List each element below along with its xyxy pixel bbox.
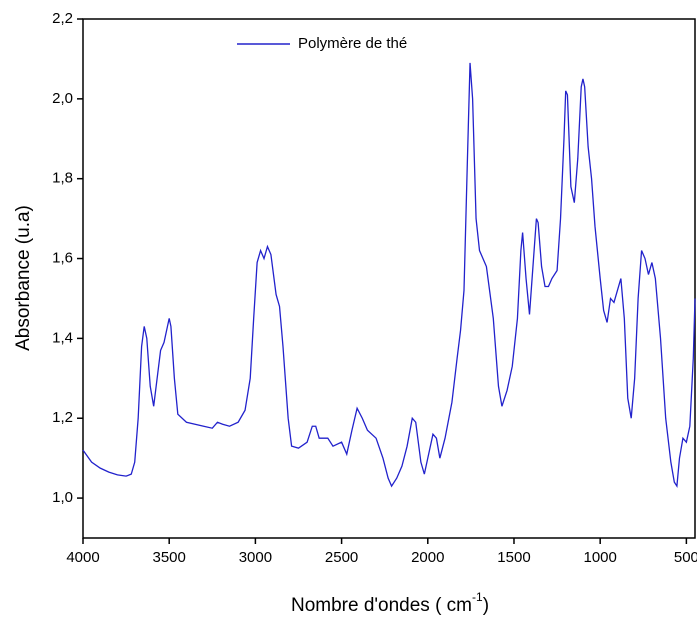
x-tick-label: 2500	[325, 549, 358, 566]
y-tick-label: 1,6	[52, 250, 73, 267]
y-tick-label: 2,2	[52, 10, 73, 27]
y-tick-label: 1,0	[52, 489, 73, 506]
x-tick-label: 1000	[583, 549, 616, 566]
x-axis-label-superscript: -1	[472, 590, 483, 604]
x-tick-label: 2000	[411, 549, 444, 566]
x-tick-label: 1500	[497, 549, 530, 566]
x-axis-label-close: )	[483, 595, 489, 616]
legend-label: Polymère de thé	[298, 35, 407, 52]
plot-frame	[82, 18, 696, 539]
y-tick-label: 2,0	[52, 90, 73, 107]
x-tick-label: 3000	[239, 549, 272, 566]
y-tick-label: 1,2	[52, 409, 73, 426]
x-axis-label: Nombre d'ondes ( cm-1)	[291, 590, 489, 616]
y-axis-label: Absorbance (u.a)	[13, 205, 34, 351]
y-tick-label: 1,4	[52, 329, 73, 346]
y-tick-label: 1,8	[52, 170, 73, 187]
x-tick-label: 500	[674, 549, 697, 566]
series-line	[82, 62, 696, 489]
x-tick-label: 3500	[153, 549, 186, 566]
x-tick-label: 4000	[66, 549, 99, 566]
x-axis-label-text: Nombre d'ondes ( cm	[291, 595, 472, 616]
